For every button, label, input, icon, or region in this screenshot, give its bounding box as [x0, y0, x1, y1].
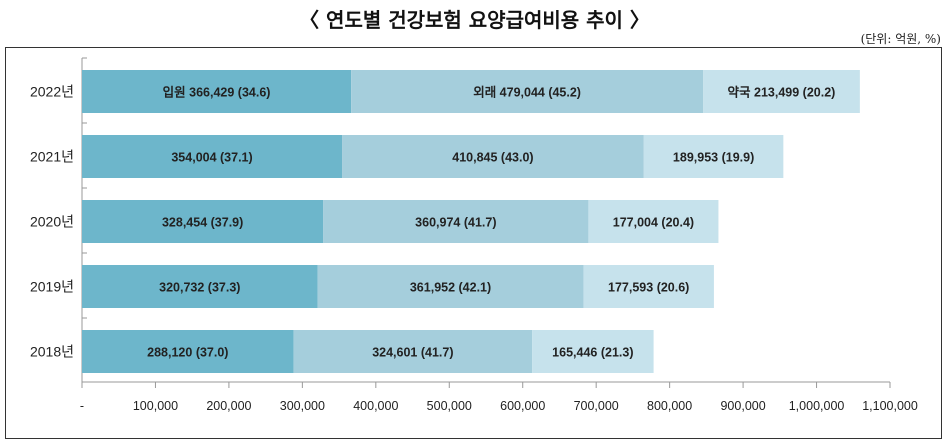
bar-segment-입원 — [82, 200, 324, 243]
bar-segment-약국 — [703, 70, 860, 113]
data-label: 177,593 (20.6) — [608, 281, 689, 295]
bar-segment-외래 — [342, 135, 644, 178]
chart-title: 〈 연도별 건강보험 요양급여비용 추이 〉 — [299, 8, 650, 32]
data-label: 165,446 (21.3) — [552, 346, 633, 360]
bar-segment-약국 — [588, 200, 719, 243]
data-label: 360,974 (41.7) — [415, 216, 496, 230]
x-tick-label: 500,000 — [427, 399, 472, 413]
bar-segment-외래 — [323, 200, 589, 243]
category-label: 2018년 — [30, 344, 74, 360]
bar-segment-입원 — [82, 265, 318, 308]
x-tick-label: 200,000 — [206, 399, 251, 413]
plot-frame — [5, 47, 942, 439]
data-label: 328,454 (37.9) — [162, 216, 243, 230]
data-label: 외래 479,044 (45.2) — [473, 85, 581, 100]
data-label: 약국 213,499 (20.2) — [728, 85, 836, 100]
bar-segment-입원 — [82, 70, 352, 113]
bar-segment-외래 — [293, 330, 533, 373]
x-tick-label: 300,000 — [280, 399, 325, 413]
x-tick-label: 1,100,000 — [862, 399, 918, 413]
x-tick-label: 800,000 — [647, 399, 692, 413]
data-label: 324,601 (41.7) — [372, 346, 453, 360]
x-tick-label: 400,000 — [353, 399, 398, 413]
data-label: 320,732 (37.3) — [159, 281, 240, 295]
x-tick-label: 100,000 — [133, 399, 178, 413]
data-label: 288,120 (37.0) — [147, 346, 228, 360]
bar-segment-약국 — [532, 330, 654, 373]
bar-segment-외래 — [317, 265, 584, 308]
data-label: 361,952 (42.1) — [410, 281, 491, 295]
data-label: 177,004 (20.4) — [613, 216, 694, 230]
data-label: 189,953 (19.9) — [673, 151, 754, 165]
data-label: 입원 366,429 (34.6) — [163, 86, 271, 100]
bar-segment-약국 — [583, 265, 714, 308]
bar-segment-외래 — [351, 70, 704, 113]
x-tick-label: 600,000 — [500, 399, 545, 413]
x-tick-label: - — [80, 399, 84, 413]
category-label: 2022년 — [30, 84, 74, 100]
x-tick-label: 1,000,000 — [789, 399, 845, 413]
category-label: 2021년 — [30, 149, 74, 165]
bar-segment-약국 — [643, 135, 784, 178]
data-label: 410,845 (43.0) — [452, 151, 533, 165]
bar-segment-입원 — [82, 135, 343, 178]
category-label: 2020년 — [30, 214, 74, 230]
data-label: 354,004 (37.1) — [171, 151, 252, 165]
x-tick-label: 700,000 — [574, 399, 619, 413]
bar-segment-입원 — [82, 330, 294, 373]
x-tick-label: 900,000 — [720, 399, 765, 413]
unit-note: (단위: 억원, %) — [860, 32, 941, 46]
category-label: 2019년 — [30, 279, 74, 295]
